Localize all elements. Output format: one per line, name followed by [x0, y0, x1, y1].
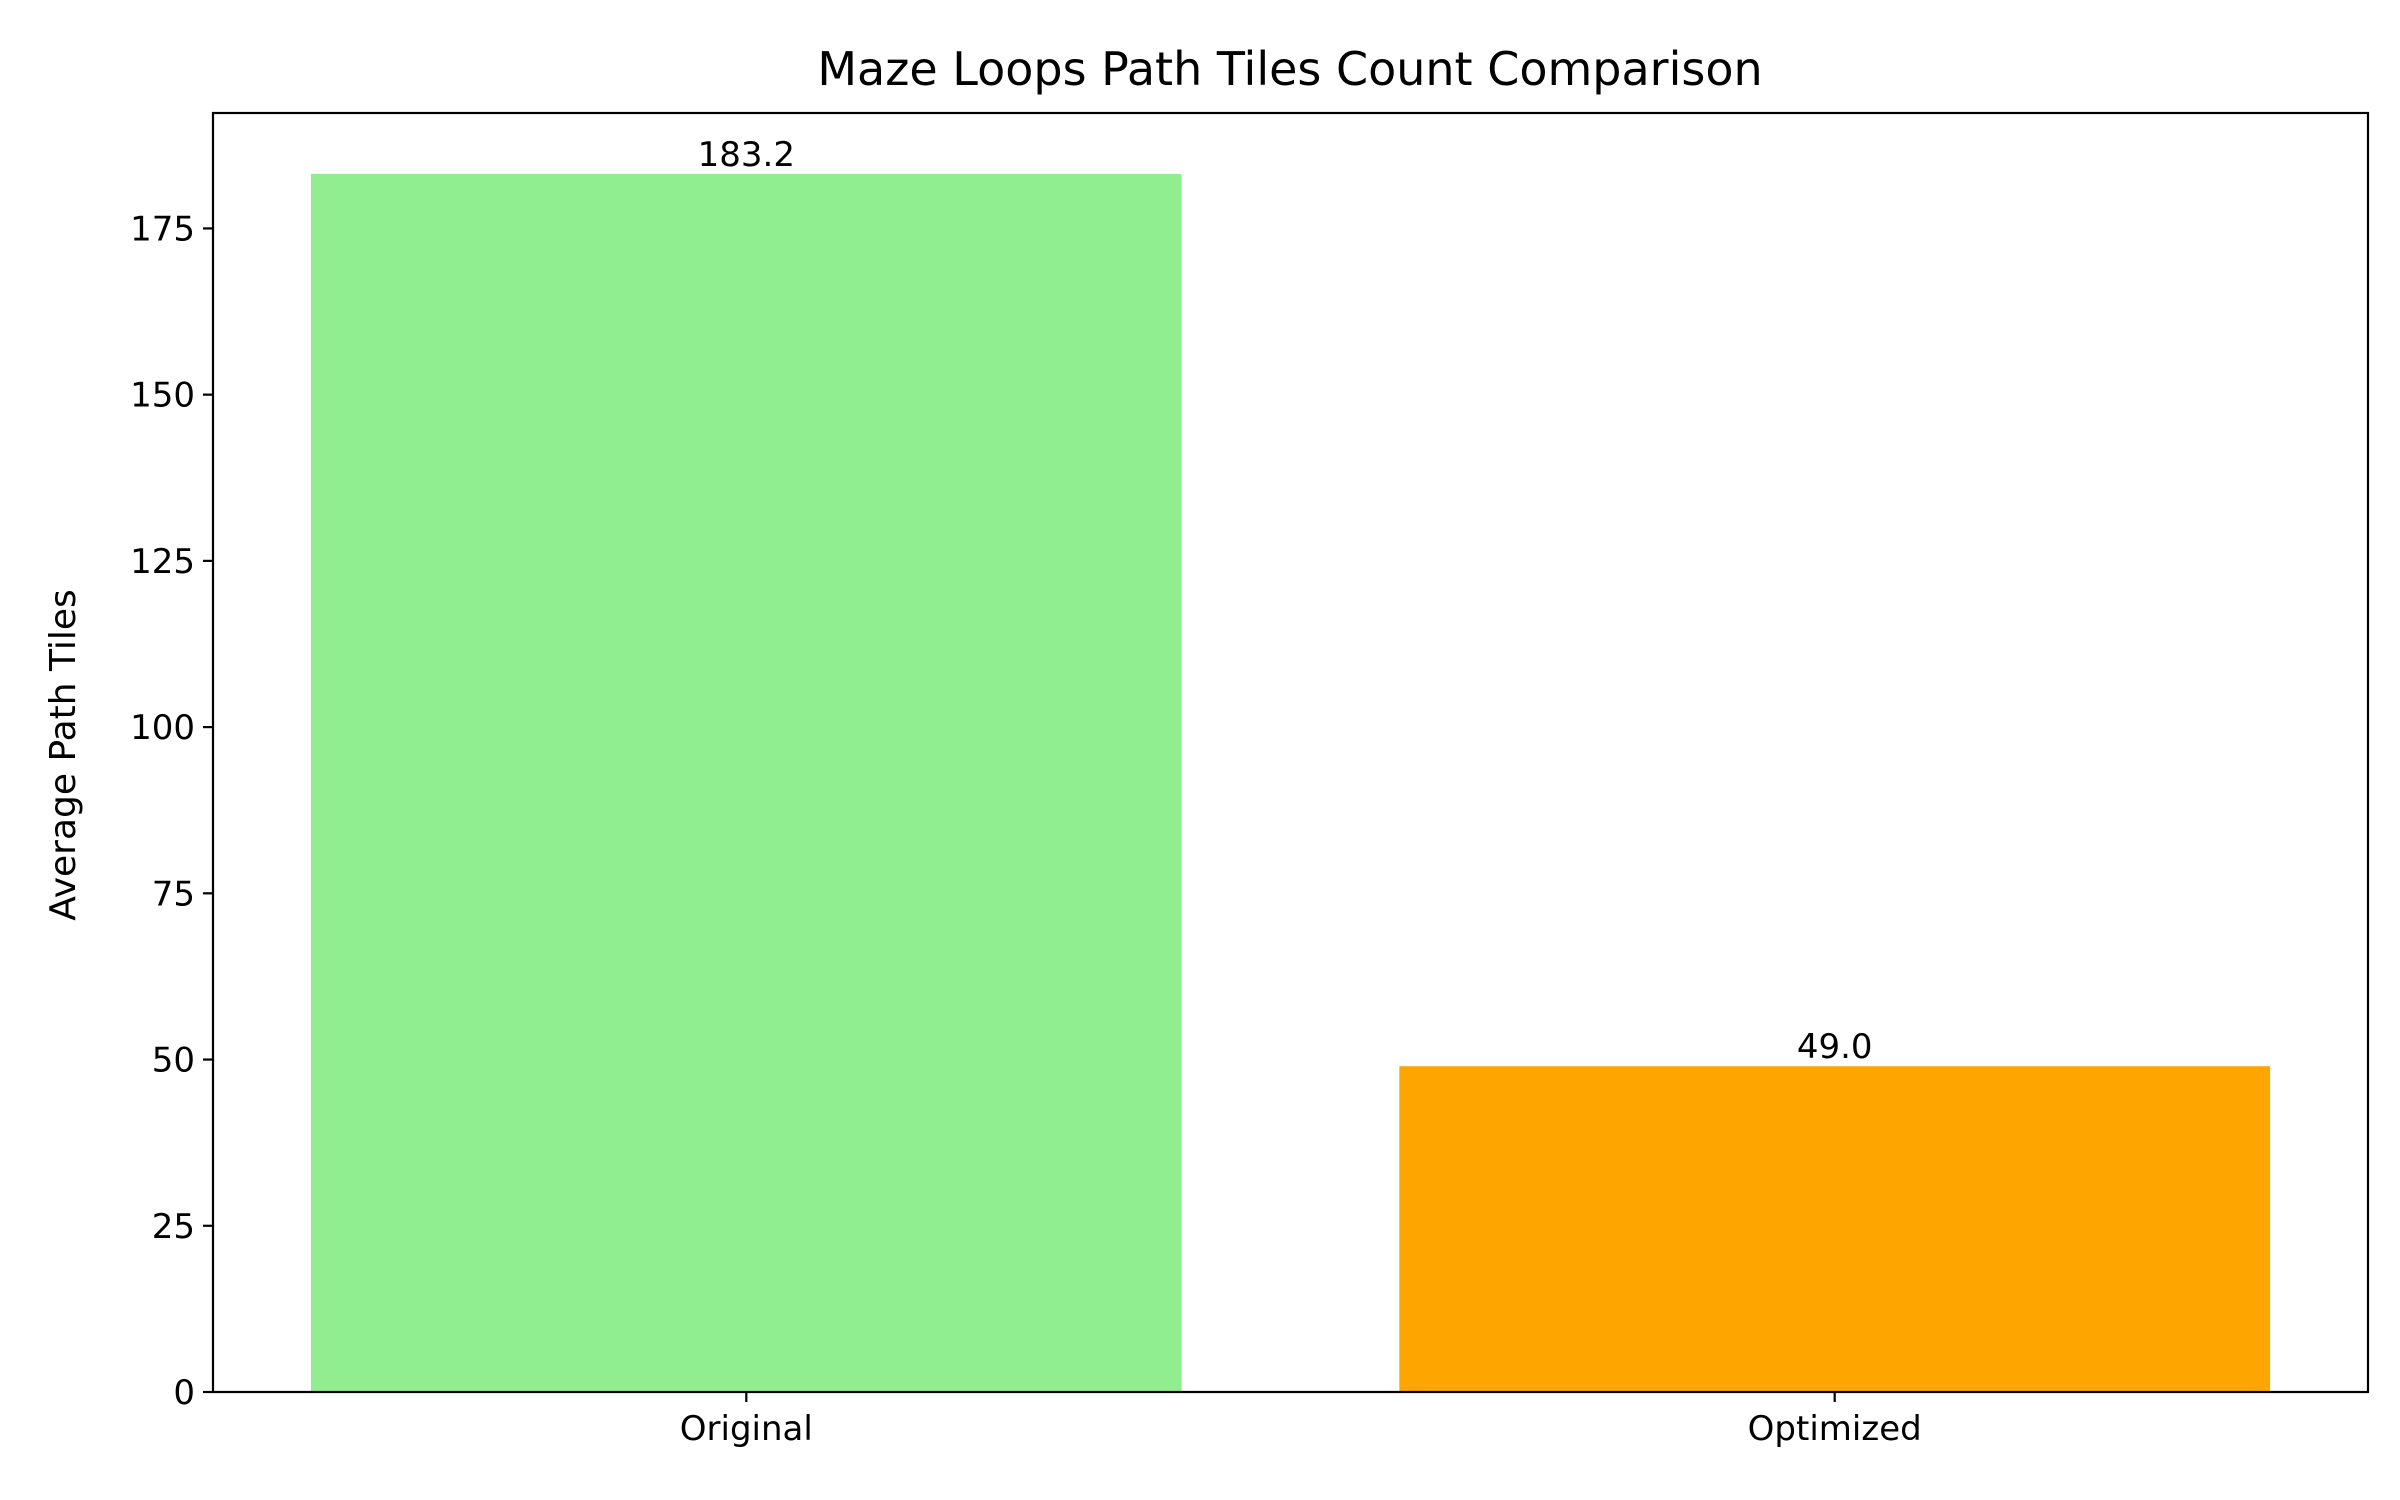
y-tick-label: 25 [152, 1207, 195, 1247]
plot-frame [211, 111, 2370, 1394]
ticks-layer: Original Optimized 0 25 50 75 100 125 150 175 [130, 209, 1922, 1449]
bar-optimized [1399, 1066, 2271, 1392]
y-tick-label: 0 [173, 1373, 195, 1413]
bar-original [310, 173, 1182, 1392]
x-tick-label-original: Original [680, 1409, 813, 1449]
y-tick-label: 150 [130, 376, 195, 416]
y-axis-label: Average Path Tiles [43, 589, 84, 921]
chart-title: Maze Loops Path Tiles Count Comparison [817, 42, 1762, 96]
y-tick-label: 50 [152, 1041, 195, 1081]
x-tick-label-optimized: Optimized [1748, 1409, 1922, 1449]
bar-value-label-original: 183.2 [698, 135, 795, 175]
y-tick-label: 100 [130, 708, 195, 748]
bars-layer: 183.2 49.0 [310, 135, 2271, 1392]
y-tick-label: 175 [130, 209, 195, 249]
bar-value-label-optimized: 49.0 [1797, 1027, 1873, 1067]
y-tick-label: 125 [130, 542, 195, 582]
y-tick-label: 75 [152, 874, 195, 914]
